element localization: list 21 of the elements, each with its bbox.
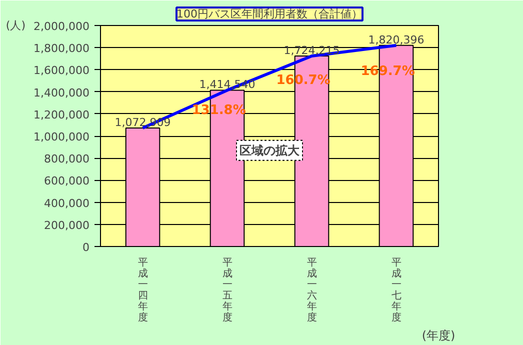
y-tick-label: 2,000,000 xyxy=(34,20,90,33)
chart-title: 100円バス区年間利用者数（合計値） xyxy=(176,8,362,20)
y-tick-label: 1,000,000 xyxy=(34,130,90,144)
data-label: 1,724,215 xyxy=(284,44,340,57)
y-tick-label: 600,000 xyxy=(44,174,90,188)
y-tick-label: 1,400,000 xyxy=(34,86,90,100)
y-tick-label: 1,200,000 xyxy=(34,108,90,122)
data-label: 1,820,396 xyxy=(368,33,424,46)
y-tick-label: 1,800,000 xyxy=(34,42,90,56)
y-tick-label: 400,000 xyxy=(44,196,90,210)
y-tick-label: 800,000 xyxy=(44,152,90,166)
x-tick-label: 平成一五年度 xyxy=(222,258,232,324)
x-tick-label: 平成一四年度 xyxy=(138,258,148,324)
y-axis-title: (人) xyxy=(6,19,26,32)
x-axis-title: (年度) xyxy=(422,328,456,342)
y-tick-label: 0 xyxy=(82,241,90,254)
annotation: 区域の拡大 xyxy=(240,143,300,158)
x-tick-label: 平成一六年度 xyxy=(306,258,317,324)
y-tick-label: 1,600,000 xyxy=(34,64,90,78)
x-tick-label: 平成一七年度 xyxy=(391,258,402,324)
y-tick-label: 200,000 xyxy=(44,218,90,232)
